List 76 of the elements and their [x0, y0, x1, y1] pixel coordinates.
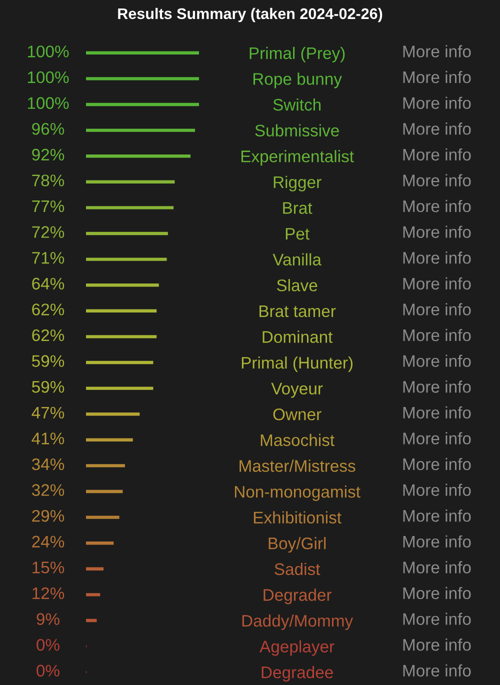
- data-label: 100%: [28, 71, 69, 84]
- data-label: 29%: [32, 510, 64, 522]
- data-label: 32%: [32, 484, 64, 496]
- y-tick-label: Primal (Hunter): [242, 356, 353, 372]
- text: More info: [403, 380, 471, 393]
- y-tick-label: Masochist: [260, 434, 334, 446]
- data-label: 47%: [32, 406, 64, 419]
- y-tick-label: Vanilla: [272, 253, 322, 266]
- text: More info: [403, 535, 471, 548]
- data-label: 100%: [28, 46, 69, 58]
- data-label: 34%: [32, 458, 64, 470]
- text: More info: [403, 354, 471, 367]
- data-label: 71%: [32, 252, 64, 264]
- text: More info: [403, 612, 471, 625]
- y-tick-label: Ageplayer: [260, 640, 334, 656]
- y-tick-label: Dominant: [262, 330, 333, 343]
- text: More info: [403, 277, 471, 290]
- text: More info: [403, 174, 471, 186]
- data-label: 77%: [32, 200, 64, 212]
- data-label: 59%: [32, 355, 64, 367]
- y-tick-label: Voyeur: [271, 382, 323, 398]
- y-tick-label: Submissive: [255, 124, 339, 137]
- y-tick-label: Degrader: [264, 588, 332, 604]
- y-tick-label: Owner: [273, 408, 322, 420]
- y-tick-label: Primal (Prey): [250, 46, 345, 62]
- data-label: 0%: [36, 664, 60, 677]
- data-label: 41%: [32, 432, 64, 444]
- data-label: 78%: [32, 174, 64, 186]
- data-label: 0%: [36, 638, 60, 651]
- text: More info: [403, 484, 471, 496]
- text: More info: [403, 638, 471, 651]
- y-tick-label: Exhibitionist: [254, 511, 342, 524]
- data-label: 15%: [32, 562, 64, 574]
- data-label: 72%: [32, 226, 64, 238]
- data-label: 62%: [32, 304, 64, 316]
- y-tick-label: Non-monogamist: [234, 485, 360, 501]
- y-tick-label: Brat: [283, 202, 312, 214]
- data-label: 96%: [32, 122, 64, 135]
- y-tick-label: Sadist: [274, 562, 320, 576]
- data-label: 12%: [32, 587, 64, 600]
- text: More info: [403, 70, 471, 84]
- text: More info: [403, 458, 471, 470]
- y-tick-label: Boy/Girl: [268, 537, 326, 553]
- y-tick-label: Master/Mistress: [240, 460, 356, 472]
- data-label: 9%: [36, 613, 60, 625]
- text: More info: [403, 200, 471, 212]
- y-tick-label: Pet: [286, 228, 310, 240]
- text: More info: [403, 432, 471, 444]
- text: More info: [403, 561, 471, 574]
- y-tick-label: Rigger: [274, 176, 322, 192]
- y-tick-label: Daddy/Mommy: [242, 614, 354, 630]
- text: More info: [403, 96, 471, 109]
- text: More info: [403, 586, 471, 600]
- text: More info: [403, 252, 471, 264]
- y-tick-label: Slave: [276, 279, 318, 292]
- y-tick-label: Switch: [273, 98, 321, 111]
- text: More info: [403, 328, 471, 342]
- data-label: 92%: [32, 148, 64, 161]
- text: More info: [403, 664, 471, 677]
- text: More info: [403, 303, 471, 316]
- data-label: 100%: [28, 97, 69, 109]
- data-label: 24%: [32, 536, 64, 548]
- y-tick-label: Degradee: [262, 666, 333, 682]
- text: Results Summary (taken 2024-02-26): [118, 8, 382, 22]
- text: More info: [403, 226, 471, 238]
- y-tick-label: Rope bunny: [253, 72, 342, 88]
- text: More info: [403, 406, 471, 419]
- data-label: 64%: [32, 278, 64, 290]
- data-label: 59%: [32, 380, 64, 393]
- data-label: 62%: [32, 329, 64, 342]
- text: More info: [403, 45, 471, 58]
- text: More info: [403, 510, 471, 522]
- text: More info: [403, 122, 471, 135]
- y-tick-label: Brat tamer: [260, 305, 336, 318]
- text: More info: [403, 148, 471, 161]
- y-tick-label: Experimentalist: [241, 150, 354, 166]
